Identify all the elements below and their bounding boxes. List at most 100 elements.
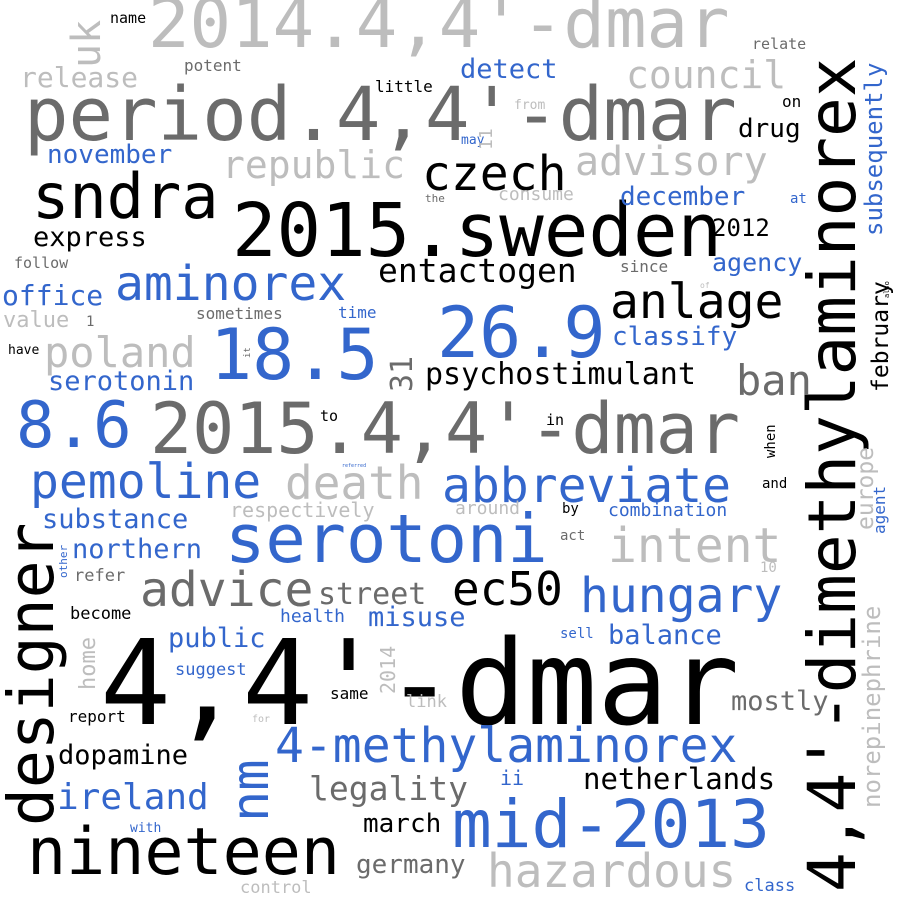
word-since: since — [620, 257, 669, 276]
word-little: little — [375, 77, 433, 96]
word-psychostimulant: psychostimulant — [425, 357, 696, 392]
word-agency: agency — [712, 248, 803, 277]
word-control: control — [240, 878, 312, 898]
word-to: to — [320, 407, 339, 425]
word-public: public — [168, 623, 266, 654]
word-november: november — [47, 140, 173, 170]
word-become: become — [70, 604, 132, 624]
word-mostly: mostly — [731, 686, 829, 717]
word-misuse: misuse — [368, 602, 466, 633]
word-ii: ii — [500, 766, 525, 790]
word-march: march — [363, 809, 442, 839]
word-consume: consume — [498, 184, 574, 205]
word-10: 10 — [760, 560, 777, 576]
word-name: name — [110, 9, 147, 27]
word-release: release — [20, 61, 139, 94]
word-dopamine: dopamine — [58, 740, 189, 771]
word-8-6: 8.6 — [16, 389, 132, 463]
word-mid-2013: mid-2013 — [452, 786, 770, 863]
word-home: home — [76, 637, 101, 690]
word-26-9: 26.9 — [437, 292, 606, 374]
word-1: 1 — [86, 314, 95, 330]
word-4-4-dmar-large: 4,4'-dmar — [100, 614, 740, 752]
word-31: 31 — [385, 355, 420, 392]
word-by: by — [562, 501, 579, 517]
word-2014-4-4-dmar: 2014.4,4'-dmar — [148, 0, 730, 64]
word-11: 11 — [476, 128, 497, 150]
word-serotonin: serotonin — [48, 366, 195, 397]
word-nineteen: nineteen — [27, 815, 341, 890]
word-norepinephrine: norepinephrine — [858, 605, 886, 808]
word-ireland: ireland — [57, 777, 209, 818]
word-detect: detect — [460, 54, 558, 85]
word-anlage: anlage — [610, 274, 784, 330]
word-street: street — [318, 577, 427, 612]
word-hazardous: hazardous — [487, 844, 737, 898]
word-entactogen: entactogen — [378, 251, 577, 290]
word-december: december — [620, 182, 746, 212]
word-netherlands: netherlands — [583, 762, 776, 796]
word-legality: legality — [309, 769, 468, 808]
word-advisory: advisory — [575, 139, 768, 185]
word-subsequently: subsequently — [860, 62, 888, 236]
word-sell: sell — [560, 626, 594, 642]
word-it: it — [243, 347, 253, 358]
word-2012: 2012 — [712, 214, 770, 242]
word-and: and — [762, 476, 788, 492]
word-on: on — [782, 92, 802, 111]
word-follow: follow — [14, 254, 69, 272]
word-northern: northern — [72, 534, 203, 565]
word-abbreviate: abbreviate — [442, 458, 731, 514]
word-designer: designer — [0, 522, 68, 826]
word-with: with — [130, 821, 162, 836]
word-agent: agent — [870, 485, 889, 534]
word-pemoline: pemoline — [30, 454, 262, 510]
word-may: may — [461, 133, 485, 148]
word-office: office — [2, 279, 104, 312]
word-4-methylaminorex: 4-methylaminorex — [275, 718, 738, 774]
word-when: when — [763, 424, 779, 458]
word-2015-sweden: 2015.sweden — [232, 188, 723, 274]
word-poland: poland — [44, 328, 196, 377]
word-death: death — [285, 456, 424, 510]
word-aminorex: aminorex — [115, 256, 347, 312]
word-intent: intent — [608, 518, 782, 574]
word-suggest: suggest — [175, 660, 247, 680]
word-2014-small: 2014 — [376, 645, 400, 694]
word-ec50: ec50 — [452, 562, 563, 616]
word-potent: potent — [184, 56, 242, 75]
word-czech: czech — [422, 146, 567, 202]
word-in: in — [546, 411, 565, 429]
word-ban: ban — [736, 356, 812, 405]
word-relate: relate — [752, 35, 807, 53]
word-council: council — [626, 53, 787, 97]
word-substance: substance — [42, 504, 189, 535]
word-health: health — [280, 606, 346, 627]
word-respectively: respectively — [230, 498, 375, 522]
word-classify: classify — [612, 322, 738, 352]
word-from: from — [514, 98, 546, 113]
word-2015-4-4-dmar: 2015.4,4'-dmar — [150, 388, 741, 470]
word-advice: advice — [140, 562, 314, 618]
word-class: class — [744, 876, 796, 896]
word-other: other — [57, 544, 70, 578]
word-time: time — [338, 303, 377, 322]
word-balance: balance — [608, 620, 722, 651]
word-express: express — [33, 222, 147, 253]
word-nm: nm — [221, 759, 281, 822]
word-republic: republic — [222, 143, 406, 187]
word-for: for — [252, 714, 271, 725]
word-report: report — [68, 707, 126, 726]
word-same: same — [330, 684, 369, 703]
word-sometimes: sometimes — [196, 304, 283, 323]
word-referred: referred — [342, 463, 367, 469]
word-uk: uk — [64, 19, 110, 68]
word-the: the — [425, 192, 445, 205]
word-value: value — [3, 308, 70, 333]
word-act: act — [560, 528, 586, 544]
word-also: also — [883, 281, 891, 298]
word-refer: refer — [74, 566, 126, 586]
word-serotoni: serotoni — [225, 500, 548, 578]
word-drug: drug — [738, 114, 801, 144]
